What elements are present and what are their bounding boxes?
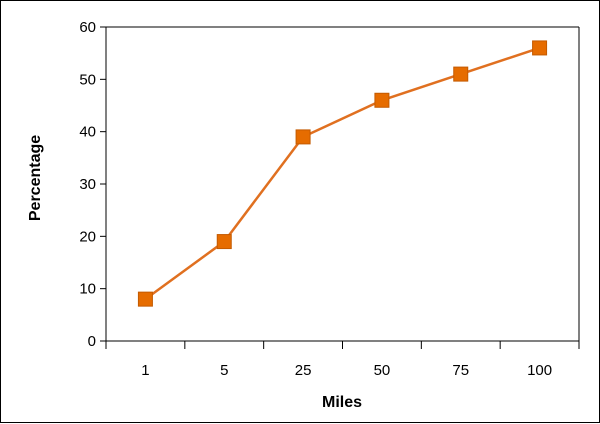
axes: [105, 26, 580, 342]
y-tick-label: 60: [79, 19, 96, 36]
x-axis-ticks: 1 5 25 50 75 100: [105, 341, 580, 379]
y-tick-label: 10: [79, 281, 96, 298]
x-tick-label: 100: [527, 362, 552, 379]
y-tick-label: 20: [79, 228, 96, 245]
x-axis-title: Miles: [322, 394, 362, 411]
y-axis-ticks: 0 10 20 30 40 50 60: [79, 19, 106, 350]
x-tick-label: 1: [141, 362, 149, 379]
x-tick-label: 5: [220, 362, 228, 379]
y-tick-label: 40: [79, 124, 96, 141]
x-tick-label: 25: [295, 362, 312, 379]
data-point: [216, 234, 232, 250]
series: [137, 40, 548, 307]
y-axis-title: Percentage: [27, 135, 44, 221]
data-point: [453, 66, 469, 82]
data-point: [532, 40, 548, 56]
x-tick-label: 75: [452, 362, 469, 379]
data-point: [295, 129, 311, 145]
data-point: [137, 291, 153, 307]
series-line: [144, 46, 540, 301]
y-tick-label: 30: [79, 176, 96, 193]
data-point: [374, 92, 390, 108]
x-tick-label: 50: [374, 362, 391, 379]
y-tick-label: 50: [79, 71, 96, 88]
y-tick-label: 0: [88, 333, 96, 350]
